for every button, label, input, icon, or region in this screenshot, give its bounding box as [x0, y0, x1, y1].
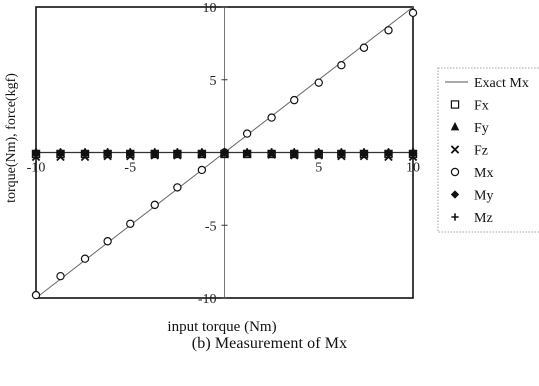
y-tick-label: -5 — [205, 219, 217, 234]
mz-point — [198, 148, 206, 156]
mz-point — [409, 148, 417, 156]
mz-point — [243, 148, 251, 156]
mx-point — [267, 113, 276, 122]
mz-point — [126, 148, 134, 156]
legend-frame — [437, 67, 539, 233]
mx-point — [242, 129, 252, 138]
mx-point — [337, 60, 346, 70]
mz-point — [104, 148, 112, 156]
legend-label-mz: Mz — [474, 211, 493, 226]
fz-point — [80, 152, 90, 162]
y-axis-label: torque(Nm), force(kgf) — [4, 73, 19, 203]
y-tick-label: -10 — [198, 292, 217, 307]
mz-point — [360, 148, 368, 156]
mx-point — [103, 237, 112, 246]
y-tick-label: 10 — [203, 1, 217, 16]
legend-label-exact-mx: Exact Mx — [474, 76, 529, 91]
mx-point — [56, 271, 65, 281]
mx-point — [384, 26, 393, 35]
mx-point — [290, 95, 299, 105]
legend-swatch-mz — [451, 213, 459, 221]
mz-point — [268, 148, 276, 156]
y-tick-label: 5 — [210, 74, 217, 89]
x-tick-label: -5 — [124, 161, 136, 176]
mx-point — [197, 165, 207, 175]
legend-label-fx: Fx — [474, 99, 489, 114]
x-axis-label: input torque (Nm) — [167, 319, 276, 335]
series-mz — [32, 148, 417, 156]
legend-swatch-fx — [450, 100, 460, 109]
legend: Exact Mx Fx Fy Fz Mx My Mz — [437, 67, 539, 233]
x-tick-label: 5 — [315, 161, 322, 176]
x-tick-label: -10 — [27, 161, 46, 176]
x-tick-label: 10 — [406, 161, 420, 176]
legend-label-fy: Fy — [474, 121, 489, 136]
fz-point — [31, 152, 41, 162]
axes: -10 -5 5 10 -10 -5 5 10 — [27, 1, 420, 307]
mz-point — [81, 148, 89, 156]
figure-caption: (b) Measurement of Mx — [191, 335, 348, 352]
mz-point — [220, 148, 229, 156]
legend-label-mx: Mx — [474, 166, 493, 181]
legend-swatch-fz — [450, 145, 460, 154]
mx-point — [80, 254, 90, 263]
mz-point — [337, 148, 345, 156]
legend-label-my: My — [474, 189, 493, 204]
mz-point — [56, 148, 65, 156]
mx-point — [173, 183, 182, 192]
mz-point — [32, 148, 40, 156]
mx-point — [408, 8, 418, 18]
mx-point — [126, 219, 135, 228]
legend-swatch-mx — [450, 167, 460, 177]
fz-point — [408, 152, 418, 162]
legend-swatch-my — [450, 190, 460, 199]
mz-point — [384, 148, 393, 156]
mz-point — [151, 148, 159, 156]
fz-point — [384, 152, 393, 162]
mx-point — [31, 290, 41, 300]
legend-swatch-fy — [450, 121, 460, 131]
mx-point — [314, 78, 323, 87]
mx-point — [150, 200, 159, 210]
mz-point — [173, 148, 181, 156]
fz-point — [56, 152, 65, 162]
mz-point — [315, 148, 323, 156]
mx-point — [359, 43, 369, 52]
mz-point — [290, 148, 298, 156]
legend-label-fz: Fz — [474, 144, 488, 159]
data-series — [31, 6, 418, 300]
